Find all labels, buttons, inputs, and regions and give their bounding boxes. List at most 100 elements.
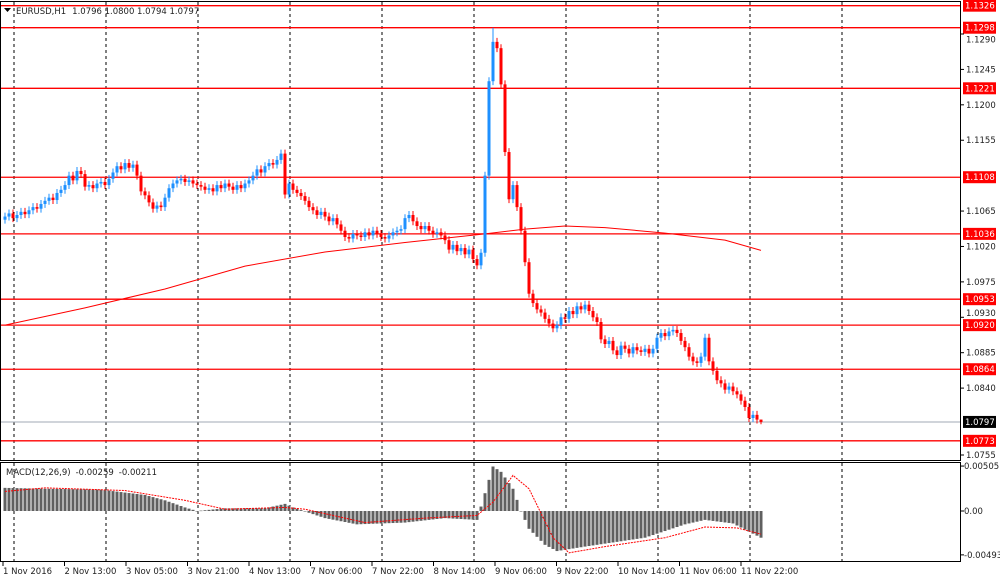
price-tick-label: 1.1020 xyxy=(966,242,996,252)
price-tick-label: 1.0840 xyxy=(966,384,996,394)
bearish-candle xyxy=(679,333,683,341)
bullish-candle xyxy=(643,348,647,352)
bullish-candle xyxy=(555,325,559,329)
macd-histogram-bar xyxy=(543,511,547,545)
macd-histogram-bar xyxy=(151,497,155,511)
bullish-candle xyxy=(511,185,515,200)
macd-histogram-bar xyxy=(55,488,59,511)
macd-histogram-bar xyxy=(651,511,655,536)
macd-histogram-bar xyxy=(163,500,167,511)
macd-histogram-bar xyxy=(719,511,723,522)
bearish-candle xyxy=(191,180,195,184)
macd-histogram-bar xyxy=(447,511,451,519)
bullish-candle xyxy=(407,214,411,219)
macd-histogram-bar xyxy=(679,511,683,526)
bullish-candle xyxy=(487,81,491,176)
bearish-candle xyxy=(23,211,27,215)
bearish-candle xyxy=(411,214,415,222)
bearish-candle xyxy=(755,414,759,420)
macd-histogram-bar xyxy=(739,511,743,528)
price-tick-label: 1.1065 xyxy=(966,207,996,217)
bearish-candle xyxy=(83,174,87,187)
bullish-candle xyxy=(123,163,127,170)
bullish-candle xyxy=(667,331,671,337)
macd-histogram-bar xyxy=(587,511,591,547)
macd-histogram-bar xyxy=(503,477,507,511)
bearish-candle xyxy=(739,394,743,401)
bullish-candle xyxy=(279,153,283,160)
bullish-candle xyxy=(319,211,323,215)
bullish-candle xyxy=(95,183,99,189)
macd-histogram-bar xyxy=(267,507,271,511)
macd-histogram-bar xyxy=(743,511,747,530)
bearish-candle xyxy=(147,195,151,203)
bearish-candle xyxy=(599,322,603,340)
bullish-candle xyxy=(655,337,659,349)
price-level-tag xyxy=(963,363,996,376)
bullish-candle xyxy=(699,356,703,363)
bullish-candle xyxy=(403,218,407,230)
bullish-candle xyxy=(423,226,427,230)
macd-histogram-bar xyxy=(195,511,199,512)
bullish-candle xyxy=(243,183,247,189)
macd-histogram-bar xyxy=(183,507,187,511)
macd-tick-label: -0.00493 xyxy=(964,551,1000,561)
bullish-candle xyxy=(111,172,115,179)
macd-histogram-bar xyxy=(199,510,203,512)
bearish-candle xyxy=(443,235,447,241)
price-level-tag xyxy=(963,293,996,306)
macd-histogram-bar xyxy=(335,511,339,521)
bullish-candle xyxy=(31,207,35,211)
bullish-candle xyxy=(351,233,355,239)
macd-histogram-bar xyxy=(347,511,351,523)
price-tick-label: 1.0885 xyxy=(966,349,996,359)
macd-histogram-bar xyxy=(255,508,259,511)
macd-histogram-bar xyxy=(559,511,563,551)
bid-label: 1.0797 xyxy=(965,418,995,428)
macd-histogram-bar xyxy=(603,511,607,544)
bearish-candle xyxy=(339,224,343,231)
price-tick-label: 1.0975 xyxy=(966,278,996,288)
bearish-candle xyxy=(495,41,499,49)
macd-histogram-bar xyxy=(379,511,383,524)
bearish-candle xyxy=(707,337,711,362)
macd-histogram-bar xyxy=(663,511,667,532)
macd-histogram-bar xyxy=(115,491,119,511)
macd-histogram-bar xyxy=(355,511,359,525)
macd-histogram-bar xyxy=(751,511,755,534)
macd-histogram-bar xyxy=(715,511,719,522)
bearish-candle xyxy=(35,207,39,209)
macd-histogram-bar xyxy=(223,508,227,511)
macd-histogram-bar xyxy=(523,511,527,520)
macd-histogram-bar xyxy=(63,489,67,511)
price-level-tag xyxy=(963,319,996,332)
macd-histogram-bar xyxy=(43,488,47,511)
time-label: 10 Nov 14:00 xyxy=(618,567,675,577)
bullish-candle xyxy=(651,348,655,354)
bearish-candle xyxy=(195,183,199,186)
bullish-candle xyxy=(47,197,51,201)
bearish-candle xyxy=(571,310,575,315)
price-level-label: 1.0953 xyxy=(965,295,995,305)
collapse-triangle-icon[interactable] xyxy=(4,8,11,12)
price-level-label: 1.1298 xyxy=(965,24,995,34)
macd-histogram-bar xyxy=(27,488,31,511)
macd-histogram-bar xyxy=(655,511,659,534)
macd-histogram-bar xyxy=(579,511,583,548)
bullish-candle xyxy=(395,230,399,233)
bullish-candle xyxy=(15,214,19,219)
macd-name: MACD(12,26,9) xyxy=(6,468,71,478)
bearish-candle xyxy=(587,304,591,311)
macd-histogram-bar xyxy=(35,488,39,511)
macd-histogram-bar xyxy=(735,511,739,526)
macd-histogram-bar xyxy=(747,511,751,532)
bearish-candle xyxy=(623,345,627,349)
moving-average-line xyxy=(4,225,762,326)
macd-histogram-bar xyxy=(191,509,195,511)
macd-histogram-bar xyxy=(723,511,727,523)
macd-histogram-bar xyxy=(695,511,699,522)
macd-histogram-bar xyxy=(31,488,35,511)
bearish-candle xyxy=(579,306,583,310)
